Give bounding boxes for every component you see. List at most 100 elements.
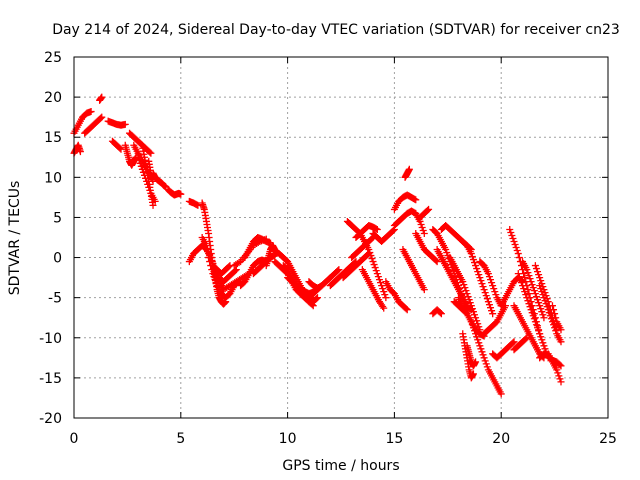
series-track-7: [121, 141, 140, 169]
data-point: [418, 223, 426, 231]
data-point: [467, 250, 475, 258]
data-point: [525, 300, 533, 308]
y-tick-label: 5: [53, 210, 62, 226]
data-point: [514, 270, 522, 278]
data-point: [550, 306, 558, 314]
data-point: [334, 267, 342, 275]
data-point: [527, 278, 535, 286]
data-point: [483, 295, 491, 303]
data-point: [147, 149, 155, 157]
series-track-13: [149, 169, 170, 191]
series-track-43: [390, 207, 428, 237]
series-track-41: [390, 191, 420, 213]
series-track-56: [459, 238, 497, 318]
data-point: [519, 282, 527, 290]
data-point: [403, 306, 411, 314]
data-point: [539, 311, 547, 319]
series-track-5: [104, 117, 129, 129]
data-point: [368, 255, 376, 263]
data-point: [543, 303, 551, 311]
grid: [74, 57, 608, 418]
data-point: [368, 235, 376, 243]
data-point: [211, 276, 219, 284]
data-point: [472, 358, 480, 366]
data-point: [436, 309, 444, 317]
data-point: [523, 266, 531, 274]
series-track-44: [399, 246, 428, 294]
series-track-15: [185, 197, 202, 209]
data-point: [525, 290, 533, 298]
data-point: [532, 321, 540, 329]
data-point: [205, 248, 213, 256]
data-point: [209, 270, 217, 278]
data-point: [512, 244, 520, 252]
series-track-53: [454, 294, 475, 314]
data-point: [473, 265, 481, 273]
data-point: [231, 267, 239, 275]
data-point: [540, 314, 548, 322]
data-point: [412, 196, 420, 204]
data-point: [489, 282, 497, 290]
data-point: [204, 245, 211, 253]
data-point: [471, 327, 478, 335]
data-point: [514, 250, 522, 258]
data-point: [146, 148, 154, 156]
data-point: [379, 285, 387, 293]
y-tick-label: 0: [53, 251, 62, 267]
data-point: [529, 284, 537, 292]
data-point: [481, 357, 489, 365]
data-point: [524, 297, 532, 305]
data-point: [326, 274, 334, 282]
data-point: [420, 286, 428, 294]
data-point: [235, 259, 243, 267]
data-point: [381, 291, 389, 299]
data-point: [487, 304, 495, 312]
series-track-26: [262, 242, 281, 270]
data-point: [524, 269, 532, 277]
data-point: [419, 226, 427, 234]
series-track-65: [510, 334, 531, 354]
plot-frame: [73, 56, 609, 419]
data-point: [540, 294, 548, 302]
data-point: [469, 256, 477, 264]
y-tick-label: -10: [39, 331, 62, 347]
data-point: [515, 273, 523, 281]
data-point: [529, 312, 537, 320]
series-track-16: [198, 199, 230, 308]
data-point: [116, 144, 124, 152]
data-point: [516, 276, 524, 284]
data-point: [473, 333, 481, 341]
x-tick-label: 5: [176, 431, 185, 447]
data-point: [517, 279, 525, 287]
data-point: [554, 369, 562, 377]
data-point: [365, 246, 373, 254]
data-point: [482, 292, 490, 300]
data-point: [373, 270, 381, 278]
data-point: [485, 273, 493, 281]
y-tick-label: 25: [44, 50, 62, 66]
data-point: [548, 302, 556, 310]
data-point: [98, 113, 106, 121]
data-point: [539, 291, 547, 299]
data-point: [464, 293, 472, 301]
data-point: [537, 277, 545, 285]
data-point: [545, 309, 553, 317]
data-point: [373, 225, 381, 233]
data-point: [532, 265, 540, 273]
series-track-60: [489, 338, 518, 362]
data-point: [539, 339, 547, 347]
data-point: [475, 339, 483, 347]
y-tick-label: -5: [48, 291, 62, 307]
data-point: [555, 372, 563, 380]
data-point: [525, 272, 533, 280]
data-point: [202, 242, 210, 250]
data-point: [489, 310, 497, 318]
data-point: [420, 229, 428, 237]
data-point: [556, 375, 564, 383]
data-point: [530, 315, 538, 323]
data-point: [536, 274, 544, 282]
data-point: [508, 231, 516, 239]
y-tick-label: 15: [44, 130, 62, 146]
series-track-37: [343, 217, 390, 302]
data-point: [535, 271, 543, 279]
